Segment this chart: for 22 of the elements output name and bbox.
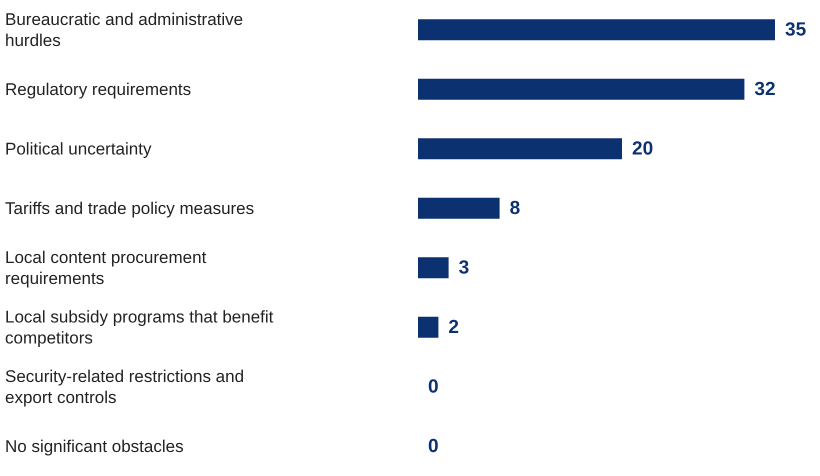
y-tick-label: Regulatory requirements — [5, 80, 192, 99]
data-label: 32 — [754, 78, 776, 100]
y-tick-label: Security-related restrictions and export controls — [5, 366, 249, 407]
data-label: 20 — [632, 138, 654, 160]
data-label: 2 — [448, 316, 459, 338]
data-label: 0 — [428, 436, 439, 457]
bar — [418, 19, 775, 40]
bar — [418, 198, 500, 219]
bar — [418, 78, 744, 100]
y-tick-label: Bureaucratic and administrative hurdles — [5, 10, 248, 50]
y-tick-label: Local content procurement requirements — [5, 248, 212, 288]
y-tick-label: Local subsidy programs that benefit competitors — [5, 307, 278, 348]
data-label: 0 — [428, 376, 439, 398]
y-tick-label: No significant obstacles — [5, 436, 184, 456]
data-label: 3 — [458, 257, 470, 278]
y-tick-label: Tariffs and trade policy measures — [5, 198, 254, 218]
data-label: 35 — [785, 19, 807, 40]
bar — [418, 316, 438, 338]
y-tick-label: Political uncertainty — [5, 139, 152, 158]
bar — [418, 257, 449, 278]
data-label: 8 — [510, 198, 520, 219]
bar — [418, 138, 622, 160]
